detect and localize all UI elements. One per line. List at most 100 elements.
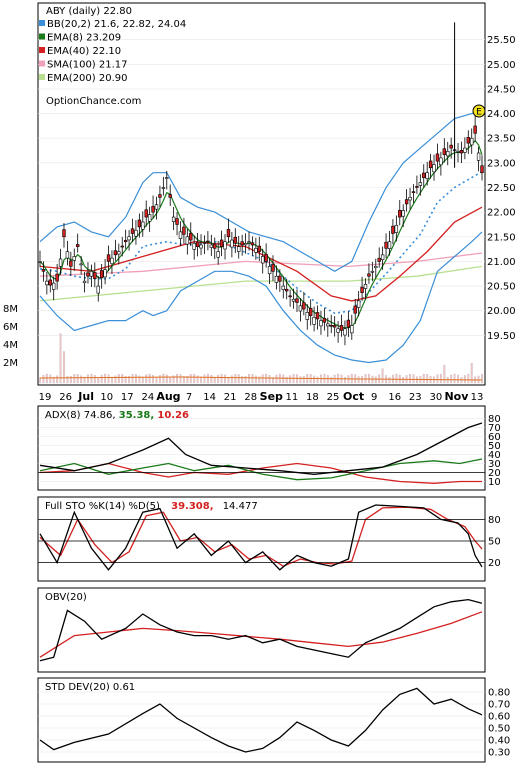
volume-bar — [148, 373, 151, 384]
candle-body — [387, 241, 392, 249]
candle-body — [151, 206, 155, 213]
candle-body — [298, 305, 303, 312]
volume-bar — [93, 375, 96, 384]
sto-panel — [37, 496, 486, 582]
volume-bar — [395, 373, 398, 384]
candle-body — [52, 282, 56, 290]
candle-body — [442, 148, 447, 155]
volume-bar — [220, 373, 223, 384]
candle-body — [428, 160, 433, 169]
x-tick-label: 21 — [224, 392, 237, 403]
candle-body — [332, 325, 337, 328]
price-tick-label: 21.50 — [487, 232, 516, 243]
volume-bar — [87, 374, 89, 384]
x-tick-label: 13 — [471, 392, 484, 403]
volume-bar — [59, 333, 62, 384]
candle-body — [103, 269, 107, 278]
candle-body — [422, 172, 426, 178]
panel-tick-label: 60 — [488, 432, 501, 443]
candle-body — [346, 319, 351, 328]
volume-bar — [241, 376, 244, 384]
volume-bar — [203, 374, 206, 384]
panel-tick-label: 80 — [488, 414, 501, 425]
volume-bar — [42, 375, 45, 384]
x-tick-label: 14 — [203, 392, 216, 403]
panel-tick-label: 20 — [488, 468, 501, 479]
candle-body — [404, 199, 409, 205]
candle-body — [391, 225, 395, 234]
legend-swatch — [39, 47, 45, 53]
volume-bar — [450, 374, 453, 384]
adx-minus-di-label: 10.26 — [157, 410, 189, 421]
x-tick-label: 26 — [59, 392, 72, 403]
candle-body — [459, 150, 464, 154]
candle-body — [209, 244, 214, 248]
candle-body — [58, 258, 63, 267]
volume-bar — [422, 374, 425, 384]
volume-bar — [282, 374, 285, 384]
candle-body — [48, 279, 52, 286]
volume-bars — [39, 333, 483, 384]
volume-bar — [138, 375, 141, 384]
x-tick-label: 11 — [285, 392, 298, 403]
volume-bar — [176, 373, 179, 384]
candle-body — [38, 261, 42, 263]
volume-bar — [124, 376, 127, 384]
volume-bar — [193, 374, 196, 384]
candle-body — [291, 298, 296, 302]
volume-tick-label: 8M — [3, 304, 18, 315]
volume-bar — [258, 376, 261, 384]
candle-body — [288, 295, 292, 298]
candle-body — [439, 157, 443, 166]
std-label: STD DEV(20) 0.61 — [45, 682, 135, 693]
price-tick-label: 24.00 — [487, 109, 516, 120]
volume-bar — [210, 375, 213, 384]
sma100-line — [39, 252, 483, 277]
candle-body — [350, 325, 354, 334]
candle-body — [223, 241, 227, 250]
volume-bar — [97, 377, 100, 384]
volume-bar — [76, 373, 79, 384]
x-tick-label: Oct — [343, 390, 364, 403]
panel-tick-label: 0.50 — [488, 724, 510, 735]
candle-body — [322, 318, 327, 323]
candle-body — [425, 172, 429, 179]
candle-body — [250, 242, 255, 246]
adx-label: ADX(8) 74.86, 35.38, 10.26 — [45, 410, 189, 421]
candle-body — [134, 229, 138, 237]
volume-bar — [131, 374, 134, 384]
earnings-marker-label: E — [476, 108, 482, 118]
volume-bar — [381, 368, 384, 384]
panel-tick-label: 40 — [488, 450, 501, 461]
candle-body — [305, 312, 309, 320]
price-panel — [37, 2, 486, 386]
volume-bar — [165, 374, 168, 384]
candle-body — [466, 137, 470, 144]
candle-body — [278, 275, 282, 282]
candle-body — [432, 164, 436, 173]
x-tick-label: 23 — [409, 392, 422, 403]
panel-series-line — [39, 598, 483, 662]
panel-tick-label: 50 — [488, 441, 501, 452]
panel-tick-label: 30 — [488, 459, 501, 470]
bb-middle-line — [39, 171, 483, 315]
candle-body — [117, 251, 121, 255]
candle-body — [284, 288, 289, 292]
price-tick-label: 22.50 — [487, 183, 516, 194]
x-tick-label: 18 — [306, 392, 319, 403]
candle-body — [312, 316, 316, 325]
legend-label: BB(20,2) 21.6, 22.82, 24.04 — [47, 19, 186, 30]
brand-label: OptionChance.com — [46, 96, 141, 107]
ema200-line — [39, 265, 483, 302]
volume-bar — [152, 375, 155, 384]
candle-body — [106, 254, 111, 262]
volume-bar — [73, 374, 76, 384]
sto-main-label: Full STO %K(14) %D(5) — [45, 501, 160, 512]
volume-bar — [162, 373, 165, 384]
candle-body — [199, 244, 203, 249]
candle-body — [476, 152, 481, 161]
x-tick-label: Aug — [156, 390, 180, 403]
candle-body — [144, 209, 148, 218]
